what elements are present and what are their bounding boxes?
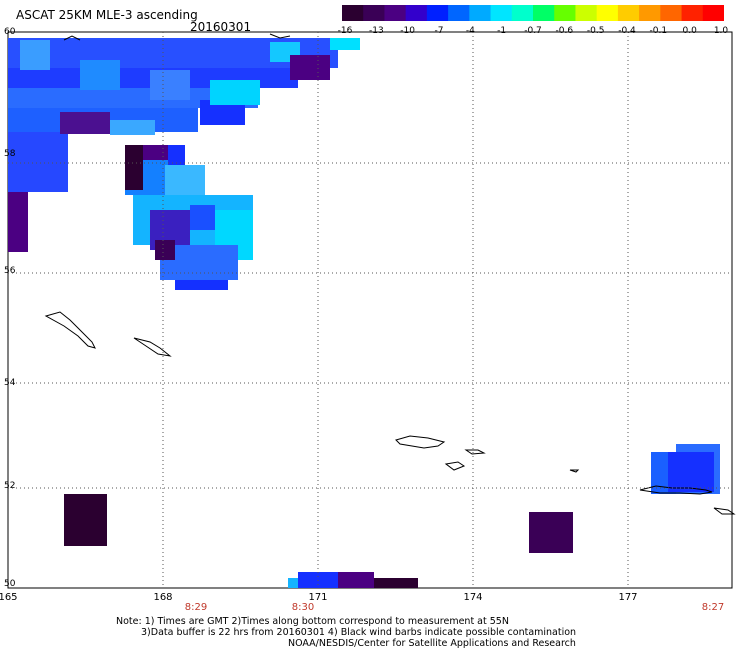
colorbar-segment: [363, 5, 385, 21]
colorbar-tick-label: -0.1: [649, 26, 668, 36]
lat-lon-grid: [8, 32, 732, 588]
colorbar-segment: [342, 5, 364, 21]
colorbar-segment: [702, 5, 724, 21]
colorbar-tick-label: -1: [497, 26, 507, 36]
map-date: 20160301: [190, 20, 252, 34]
colorbar: [342, 5, 724, 21]
lon-label: 165: [0, 592, 18, 603]
colorbar-tick-label: 0.0: [682, 26, 697, 36]
note-line-1: Note: 1) Times are GMT 2)Times along bot…: [116, 616, 509, 627]
lon-label: 171: [308, 592, 328, 603]
colorbar-segment: [511, 5, 534, 21]
note-line-3: NOAA/NESDIS/Center for Satellite Applica…: [288, 638, 576, 649]
lat-label: 60: [4, 27, 16, 37]
data-patch-east: [651, 444, 720, 494]
colorbar-tick-label: 1.0: [713, 26, 729, 36]
colorbar-tick-label: -0.4: [618, 26, 636, 36]
colorbar-segment: [617, 5, 640, 21]
coastline: [44, 33, 736, 515]
colorbar-segment: [405, 5, 428, 21]
colorbar-segment: [639, 5, 661, 21]
colorbar-tick-label: -16: [337, 26, 353, 36]
note-line-2: 3)Data buffer is 22 hrs from 20160301 4)…: [141, 627, 577, 638]
data-swath-northwest: [8, 38, 360, 252]
lat-label: 50: [4, 579, 16, 589]
lat-label: 54: [4, 378, 16, 388]
colorbar-segment: [448, 5, 470, 21]
lon-label: 168: [153, 592, 173, 603]
colorbar-tick-label: -4: [465, 26, 475, 36]
colorbar-tick-label: -7: [434, 26, 444, 36]
data-strip-bottom: [288, 572, 418, 588]
lat-label: 56: [4, 266, 16, 276]
lon-label: 174: [463, 592, 483, 603]
map-title: ASCAT 25KM MLE-3 ascending: [16, 8, 198, 22]
colorbar-tick-label: -0.5: [586, 26, 605, 36]
colorbar-tick-label: -0.6: [555, 26, 574, 36]
data-patch-southwest: [64, 494, 107, 546]
colorbar-tick-label: -10: [400, 26, 416, 36]
colorbar-segment: [384, 5, 407, 21]
lat-label: 52: [4, 481, 16, 491]
time-label: 8:30: [291, 602, 315, 613]
colorbar-tick-label: -0.7: [524, 26, 542, 36]
data-patch-south-central: [529, 512, 573, 553]
time-label: 8:29: [184, 602, 208, 613]
colorbar-segment: [554, 5, 576, 21]
colorbar-segment: [490, 5, 513, 21]
lat-label: 58: [4, 149, 16, 159]
colorbar-segment: [575, 5, 598, 21]
colorbar-segment: [426, 5, 449, 21]
colorbar-segment: [596, 5, 619, 21]
data-swath-central: [125, 145, 253, 290]
colorbar-segment: [681, 5, 704, 21]
colorbar-segment: [469, 5, 492, 21]
lon-label: 177: [618, 592, 638, 603]
time-label: 8:27: [701, 602, 725, 613]
colorbar-segment: [660, 5, 683, 21]
colorbar-segment: [533, 5, 555, 21]
colorbar-tick-label: -13: [368, 26, 384, 36]
